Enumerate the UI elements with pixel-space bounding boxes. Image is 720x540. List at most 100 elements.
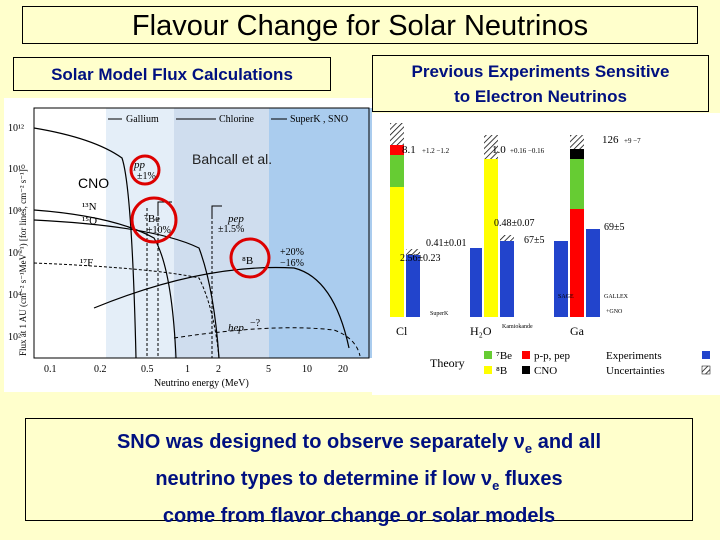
ga-experiment-bar: [586, 229, 600, 317]
be7-highlight-circle: [130, 196, 178, 244]
xtick-1: 0.1: [44, 364, 57, 375]
h2o-theory-uncertainty: +0.16 −0.16: [510, 147, 545, 155]
o15-spectrum: [33, 219, 220, 359]
cl-theory-uncertainty: +1.2 −1.2: [422, 147, 450, 155]
n13-label: ¹³N: [82, 201, 97, 213]
conclusion-line3: come from flavor change or solar models: [162, 505, 556, 527]
x-axis-label: Neutrino energy (MeV): [154, 378, 249, 389]
label-kamiokande: Kamiokande: [502, 324, 533, 330]
ytick-3: 10⁸: [8, 206, 22, 217]
h2o-extra-value: 0.48±0.07: [494, 218, 535, 229]
b8-highlight-circle: [229, 237, 271, 279]
cl-label: Cl: [396, 324, 408, 338]
ytick-2: 10¹⁰: [8, 164, 25, 175]
n13-spectrum: [33, 209, 177, 359]
pp-label: pp: [133, 159, 146, 171]
band-label-chlorine: Chlorine: [219, 114, 255, 125]
nu-symbol-2: ν: [480, 468, 493, 490]
pep-pointer: [211, 205, 222, 216]
right-header-line1: Previous Experiments Sensitive: [411, 62, 670, 81]
conclusion-text: SNO was designed to observe separately ν…: [25, 418, 693, 527]
f17-spectrum: [33, 262, 220, 359]
ytick-6: 10²: [8, 332, 21, 343]
ytick-1: 10¹²: [8, 123, 24, 134]
band-label-gallium: Gallium: [126, 114, 159, 125]
band-superk-sno: [269, 108, 372, 358]
h2o-experiment-value: 0.41±0.01: [426, 238, 467, 249]
legend-experiments-swatch: [702, 351, 710, 359]
cl-uncertainty-band: [390, 123, 404, 145]
legend-b8-swatch: [484, 366, 492, 374]
conclusion-line1: SNO was designed to observe separately ν…: [116, 431, 602, 456]
label-sage: SAGE: [558, 294, 574, 300]
conclusion-line2: neutrino types to determine if low νe fl…: [155, 468, 563, 493]
page-title: Flavour Change for Solar Neutrinos: [22, 6, 698, 44]
o15-label: ¹⁵O: [82, 215, 97, 227]
ga-theory-uncertainty: +9 −7: [624, 137, 641, 145]
ga-pp-segment: [570, 209, 584, 317]
solar-flux-plot: Gallium Chlorine SuperK , SNO 10¹² 10¹⁰ …: [4, 98, 372, 392]
h2o-kamiokande-bar: [470, 248, 482, 317]
e-subscript-2: e: [492, 478, 500, 493]
xtick-4: 1: [185, 364, 190, 375]
hep-uncertainty: −?: [250, 318, 261, 329]
b8-spectrum: [93, 266, 350, 349]
exp-background: [372, 113, 720, 395]
h2o-superk-uncertainty: [500, 235, 514, 241]
legend-theory: Theory: [430, 356, 465, 370]
legend-pp: p-p, pep: [534, 350, 571, 362]
plot-frame: [33, 107, 370, 359]
pp-spectrum: [33, 127, 137, 359]
cl-theory-value: 8.1: [402, 144, 416, 156]
legend-pp-swatch: [522, 351, 530, 359]
legend-b8: ⁸B: [496, 365, 507, 377]
h2o-superk-bar: [500, 241, 514, 317]
cl-pp-segment: [390, 145, 404, 155]
cl-be7-segment: [390, 155, 404, 187]
legend-experiments: Experiments: [606, 350, 662, 362]
label-superk: SuperK: [430, 311, 449, 317]
citation-label: Bahcall et al.: [192, 151, 272, 167]
hep-spectrum: [173, 327, 361, 357]
xtick-3: 0.5: [141, 364, 154, 375]
cl-experiment-uncertainty: [406, 249, 420, 255]
h2o-theory-value: 1.0: [492, 144, 506, 156]
ga-cno-segment: [570, 149, 584, 159]
pp-highlight-circle: [129, 154, 161, 186]
legend-be7: ⁷Be: [496, 350, 512, 362]
ytick-4: 10⁶: [8, 248, 22, 259]
xtick-2: 0.2: [94, 364, 107, 375]
ga-sage-bar: [554, 241, 568, 317]
ga-label: Ga: [570, 324, 585, 338]
ga-extra-value: 67±5: [524, 235, 545, 246]
b8-uncertainty-plus: +20%: [280, 247, 304, 258]
legend-cno-swatch: [522, 366, 530, 374]
hep-label: hep: [228, 322, 244, 334]
cl-experiment-value: 2.56±0.23: [400, 253, 441, 264]
ga-theory-value: 126: [602, 134, 619, 146]
xtick-7: 10: [302, 364, 312, 375]
band-label-superk: SuperK , SNO: [290, 114, 348, 125]
right-header: Previous Experiments Sensitive to Electr…: [372, 55, 709, 112]
f17-label: ¹⁷F: [80, 257, 93, 269]
right-header-line2: to Electron Neutrinos: [454, 87, 627, 106]
ga-uncertainty-band: [570, 135, 584, 149]
b8-uncertainty-minus: −16%: [280, 258, 304, 269]
b8-label: ⁸B: [242, 255, 253, 267]
legend-cno: CNO: [534, 365, 557, 377]
e-subscript: e: [524, 441, 533, 456]
label-gallex: GALLEX: [604, 294, 629, 300]
xtick-6: 5: [266, 364, 271, 375]
ga-experiment-value: 69±5: [604, 222, 625, 233]
legend-uncertainties-swatch: [701, 365, 711, 375]
h2o-uncertainty-band: [484, 135, 498, 159]
be7-label: ⁷Be: [144, 213, 160, 225]
pep-label: pep: [227, 213, 244, 225]
label-gno: +GNO: [606, 309, 623, 315]
pep-uncertainty: ±1.5%: [218, 224, 244, 235]
legend-uncertainties: Uncertainties: [606, 365, 665, 377]
h2o-label: H₂O: [470, 324, 492, 338]
pp-uncertainty: ±1%: [137, 171, 156, 182]
xtick-5: 2: [216, 364, 221, 375]
left-header: Solar Model Flux Calculations: [13, 57, 331, 91]
